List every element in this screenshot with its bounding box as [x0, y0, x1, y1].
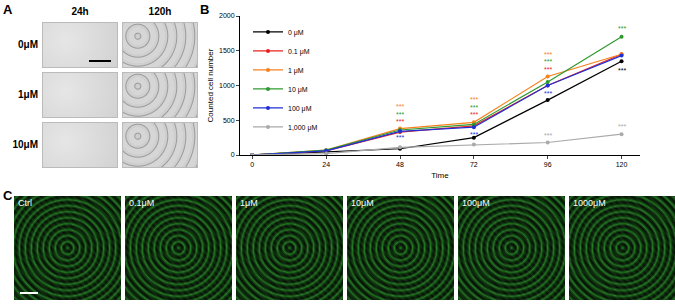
svg-text:96: 96 [544, 161, 552, 168]
svg-text:Counted cell number: Counted cell number [206, 48, 215, 122]
svg-text:48: 48 [396, 161, 404, 168]
html-text:100μM: 100μM [462, 198, 490, 208]
svg-text:***: *** [470, 131, 478, 138]
html-text:10μM: 10μM [351, 198, 374, 208]
html-text:10μM: 10μM [12, 139, 38, 150]
html-text:1μM: 1μM [240, 198, 258, 208]
svg-text:***: *** [470, 96, 478, 103]
svg-text:120: 120 [616, 161, 628, 168]
svg-text:***: *** [544, 58, 552, 65]
svg-text:***: *** [396, 134, 404, 141]
svg-text:***: *** [544, 66, 552, 73]
html-text:C Ctrl: C Ctrl [3, 188, 32, 208]
svg-text:0.1 μM: 0.1 μM [288, 48, 310, 56]
svg-text:***: *** [618, 123, 626, 130]
svg-text:10 μM: 10 μM [288, 86, 308, 94]
svg-text:***: *** [618, 25, 626, 32]
svg-text:***: *** [544, 90, 552, 97]
html-text:1μM: 1μM [18, 89, 38, 100]
svg-text:72: 72 [470, 161, 478, 168]
html-text:B: B [200, 2, 210, 17]
html-text:0.1μM: 0.1μM [129, 198, 155, 208]
svg-text:1 μM: 1 μM [288, 67, 304, 75]
svg-text:0 μM: 0 μM [288, 29, 304, 37]
svg-text:1000: 1000 [219, 82, 235, 89]
html-text:1000μM: 1000μM [573, 198, 606, 208]
svg-text:***: *** [396, 103, 404, 110]
svg-text:***: *** [544, 132, 552, 139]
svg-text:500: 500 [223, 117, 235, 124]
svg-text:***: *** [470, 104, 478, 111]
svg-text:100 μM: 100 μM [288, 105, 312, 113]
svg-text:24: 24 [322, 161, 330, 168]
svg-text:Time: Time [431, 171, 449, 180]
svg-text:***: *** [396, 111, 404, 118]
svg-text:1500: 1500 [219, 47, 235, 54]
svg-text:0: 0 [250, 161, 254, 168]
html-text:24h: 24h [71, 6, 89, 17]
html-text:A: A [3, 2, 13, 17]
svg-text:1,000 μM: 1,000 μM [288, 124, 317, 132]
svg-text:***: *** [544, 51, 552, 58]
svg-text:***: *** [396, 118, 404, 125]
html-text:0μM: 0μM [18, 39, 38, 50]
svg-text:***: *** [470, 111, 478, 118]
svg-text:***: *** [618, 67, 626, 74]
svg-text:0: 0 [231, 151, 235, 158]
html-text:120h: 120h [148, 6, 172, 17]
svg-text:2000: 2000 [219, 12, 235, 19]
